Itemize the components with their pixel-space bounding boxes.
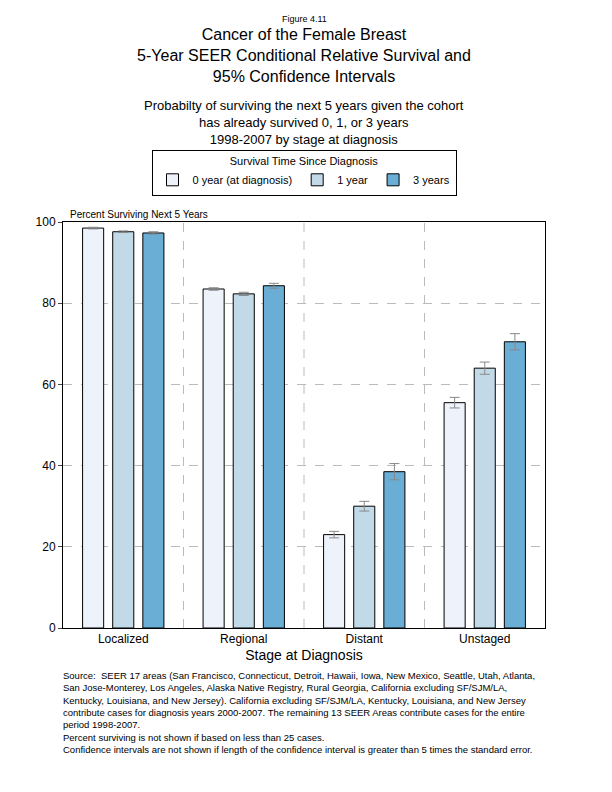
svg-text:100: 100 <box>36 215 56 229</box>
svg-text:Figure 4.11: Figure 4.11 <box>282 14 327 24</box>
svg-text:Unstaged: Unstaged <box>459 632 510 646</box>
svg-text:3 years: 3 years <box>413 174 450 186</box>
svg-text:1 year: 1 year <box>337 174 368 186</box>
svg-text:Stage at Diagnosis: Stage at Diagnosis <box>245 647 363 663</box>
svg-text:60: 60 <box>42 378 56 392</box>
svg-text:0: 0 <box>49 621 56 635</box>
svg-text:Cancer of the Female Breast5-Y: Cancer of the Female Breast5-Year SEER C… <box>137 26 471 85</box>
svg-text:Distant: Distant <box>346 632 384 646</box>
svg-text:Regional: Regional <box>220 632 267 646</box>
svg-text:Localized: Localized <box>98 632 149 646</box>
svg-text:Survival Time Since Diagnosis: Survival Time Since Diagnosis <box>230 155 378 167</box>
svg-text:Percent Surviving Next 5 Years: Percent Surviving Next 5 Years <box>70 209 208 220</box>
svg-text:20: 20 <box>42 540 56 554</box>
svg-text:80: 80 <box>42 296 56 310</box>
svg-text:0 year (at diagnosis): 0 year (at diagnosis) <box>193 174 293 186</box>
svg-text:Probabilty of surviving the ne: Probabilty of surviving the next 5 years… <box>144 98 464 147</box>
svg-text:40: 40 <box>42 459 56 473</box>
svg-text:Source: SEER 17 areas (San Fr: Source: SEER 17 areas (San Francisco, Co… <box>63 670 535 755</box>
